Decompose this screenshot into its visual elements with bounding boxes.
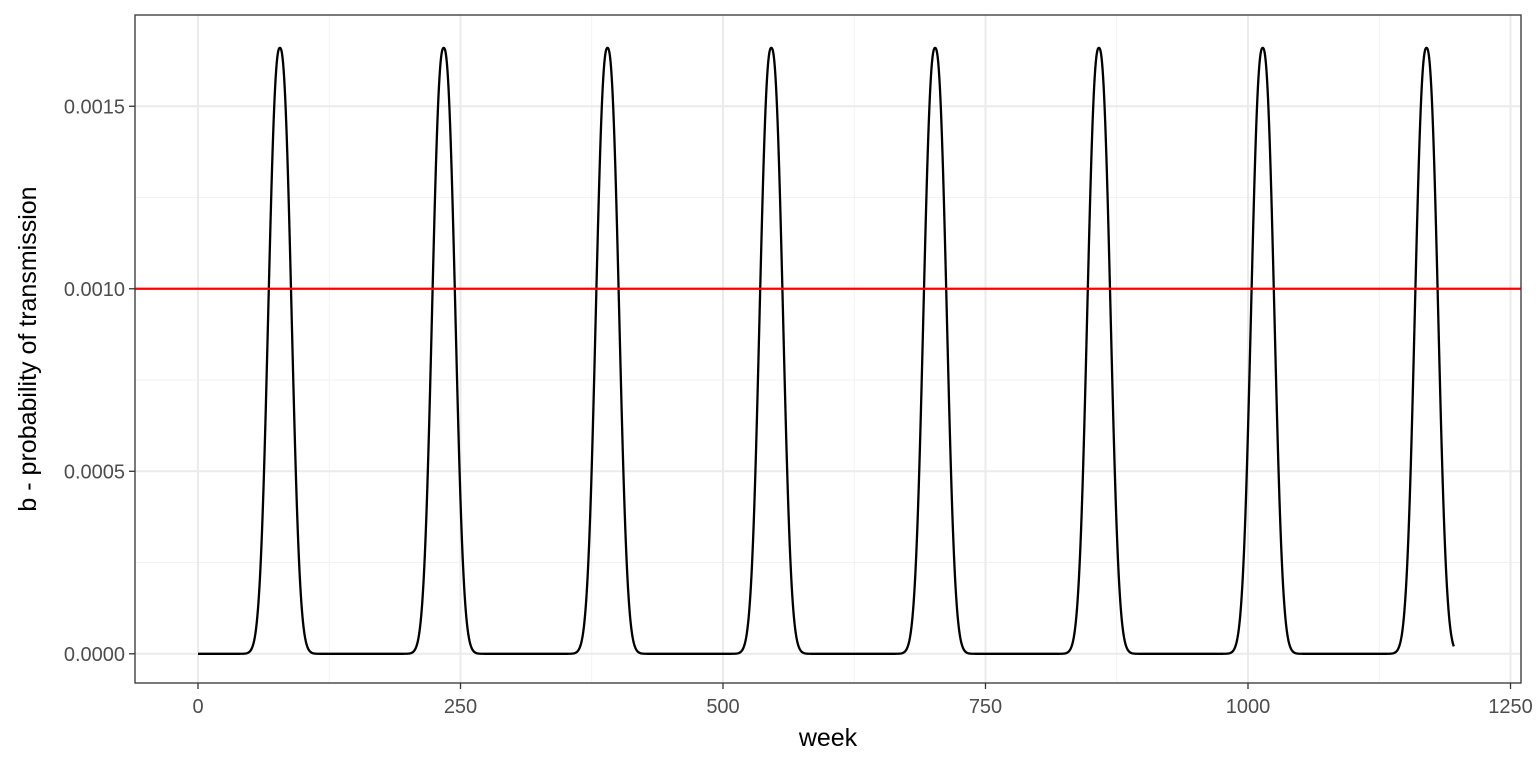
- series-layer: [197, 46, 1455, 655]
- x-tick-label: 1250: [1488, 696, 1533, 718]
- series-line: [197, 46, 1455, 655]
- x-tick-label: 250: [444, 696, 477, 718]
- x-tick-label: 500: [706, 696, 739, 718]
- x-tick-label: 750: [969, 696, 1002, 718]
- y-tick-label: 0.0005: [64, 461, 125, 483]
- x-axis-title: week: [798, 724, 858, 752]
- y-axis-title: b - probability of transmission: [14, 186, 42, 511]
- y-tick-label: 0.0010: [64, 279, 125, 301]
- y-axis: 0.0000 0.0005 0.0010 0.0015: [64, 96, 135, 666]
- plot-background: [135, 15, 1521, 683]
- y-tick-label: 0.0000: [64, 644, 125, 666]
- x-tick-label: 0: [192, 696, 203, 718]
- y-tick-label: 0.0015: [64, 96, 125, 118]
- plot-border: [134, 14, 1522, 684]
- x-axis: 0 250 500 750 1000 1250: [192, 683, 1533, 718]
- grid-minor: [135, 15, 1521, 683]
- x-tick-label: 1000: [1226, 696, 1271, 718]
